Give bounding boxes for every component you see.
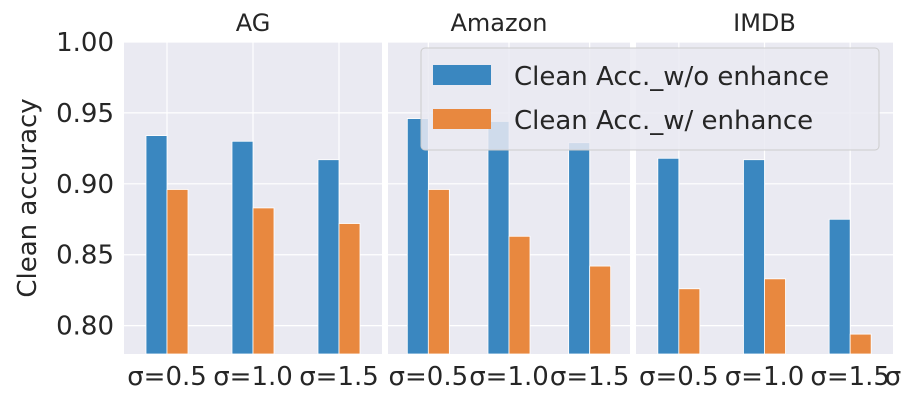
x-tick-label: σ=1.5: [810, 362, 890, 392]
bar-ag-2-series-1: [338, 223, 361, 355]
panel-title: AG: [236, 9, 271, 37]
bar-amazon-0-series-1: [427, 189, 450, 355]
y-ticks: 0.80 0.85 0.90 0.95 1.00: [56, 28, 114, 342]
bar-imdb-1-series-0: [743, 159, 765, 355]
x-tick-label: σ=1.0: [725, 362, 805, 392]
y-tick-label: 0.95: [56, 99, 114, 129]
legend: Clean Acc._w/o enhance Clean Acc._w/ enha…: [420, 47, 880, 151]
bar-ag-1-series-1: [252, 207, 275, 355]
y-tick-label: 0.80: [56, 312, 114, 342]
panel-title: Amazon: [451, 9, 548, 37]
legend-label: Clean Acc._w/ enhance: [514, 106, 813, 136]
bar-imdb-2-series-0: [828, 218, 851, 355]
x-tick-label: σ=1.0: [213, 362, 293, 392]
bar-ag-2-series-0: [317, 159, 340, 355]
x-tick-label: σ=0.5: [639, 362, 719, 392]
bar-imdb-0-series-0: [657, 157, 680, 355]
y-tick-label: 0.90: [56, 170, 114, 200]
y-tick-label: 0.85: [56, 241, 114, 271]
x-axis-trailing-label: σ: [885, 362, 901, 392]
bar-amazon-0-series-0: [406, 118, 429, 355]
y-axis-label: Clean accuracy: [13, 98, 43, 297]
bar-amazon-2-series-1: [589, 265, 612, 355]
bar-amazon-1-series-1: [508, 235, 531, 355]
panel-ag: σ=0.5 σ=1.0 σ=1.5 AG: [124, 9, 382, 392]
bar-imdb-1-series-1: [764, 278, 786, 355]
legend-label: Clean Acc._w/o enhance: [514, 62, 829, 92]
bar-amazon-1-series-0: [487, 121, 510, 355]
legend-swatch: [433, 65, 491, 85]
x-tick-label: σ=1.0: [469, 362, 549, 392]
x-tick-label: σ=0.5: [389, 362, 469, 392]
bar-ag-1-series-0: [231, 140, 254, 355]
bar-amazon-2-series-0: [568, 142, 591, 355]
x-tick-label: σ=1.5: [299, 362, 379, 392]
x-tick-label: σ=1.5: [550, 362, 630, 392]
legend-box: [420, 47, 880, 151]
x-tick-label: σ=0.5: [127, 362, 207, 392]
legend-swatch: [433, 109, 491, 129]
bar-ag-0-series-1: [166, 189, 189, 355]
bar-imdb-0-series-1: [678, 288, 701, 355]
panel-title: IMDB: [733, 9, 796, 37]
bar-imdb-2-series-1: [849, 333, 872, 355]
bar-ag-0-series-0: [145, 135, 168, 355]
y-tick-label: 1.00: [56, 28, 114, 58]
